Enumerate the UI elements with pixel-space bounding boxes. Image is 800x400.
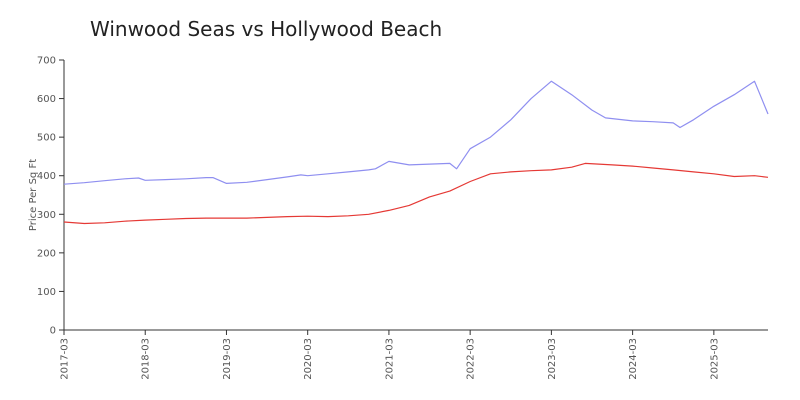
x-tick-label: 2024-03 — [628, 338, 639, 380]
x-tick-label: 2022-03 — [466, 338, 477, 380]
axes — [63, 60, 768, 331]
x-tick-label: 2023-03 — [547, 338, 558, 380]
y-axis-ticks: 0 100 200 300 400 500 600 700 — [37, 56, 64, 337]
y-tick-label: 0 — [50, 326, 56, 337]
y-tick-label: 300 — [37, 210, 56, 221]
x-tick-label: 2018-03 — [141, 338, 152, 380]
series-line-2 — [63, 162, 769, 225]
y-tick-label: 100 — [37, 287, 56, 298]
y-tick-label: 500 — [37, 133, 56, 144]
x-tick-label: 2017-03 — [60, 338, 71, 380]
y-tick-label: 700 — [37, 56, 56, 67]
y-tick-label: 400 — [37, 171, 56, 182]
x-tick-label: 2021-03 — [384, 338, 395, 380]
y-axis-label: Price Per Sq Ft — [28, 159, 39, 231]
chart-title: Winwood Seas vs Hollywood Beach — [90, 17, 442, 41]
x-tick-label: 2025-03 — [709, 338, 720, 380]
series-layer — [63, 80, 769, 225]
x-tick-label: 2019-03 — [222, 338, 233, 380]
x-axis-ticks: 2017-03 2018-03 2019-03 2020-03 2021-03 2022-… — [60, 330, 720, 380]
y-tick-label: 600 — [37, 94, 56, 105]
y-tick-label: 200 — [37, 248, 56, 259]
x-tick-label: 2020-03 — [303, 338, 314, 380]
series-line-1 — [63, 80, 769, 185]
